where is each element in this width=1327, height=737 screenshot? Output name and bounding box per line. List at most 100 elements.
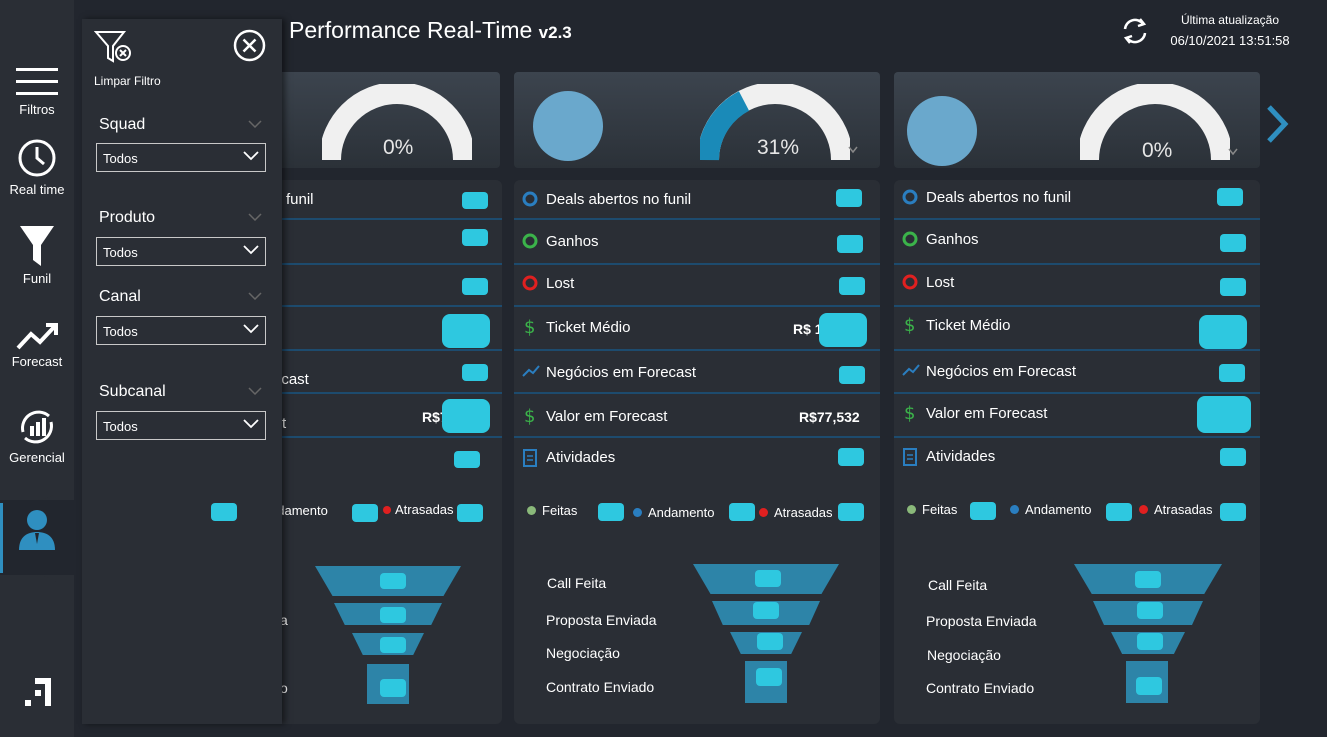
card-2-legend-andamento: Andamento: [633, 505, 715, 520]
last-update: Última atualização 06/10/2021 13:51:58: [1150, 13, 1310, 48]
chevron-down-icon[interactable]: [248, 387, 262, 395]
card-3-avatar: [907, 96, 977, 166]
clock-icon: [18, 139, 56, 177]
version-label: v2.3: [538, 23, 572, 42]
card-1-row-5: t: [282, 415, 287, 432]
filter-produto-label: Produto: [99, 209, 156, 226]
card-2-funnel-label-3: Contrato Enviado: [546, 679, 655, 695]
chevron-down-icon[interactable]: [248, 292, 262, 300]
filter-subcanal-label: Subcanal: [99, 383, 166, 400]
card-2-row-atividades: Atividades: [514, 438, 880, 480]
card-3-row-ticket: $ Ticket Médio: [904, 315, 1011, 335]
page-title: Performance Real-Time v2.3: [289, 17, 572, 43]
green-circle-icon: [902, 231, 918, 247]
card-3-row-valor: $ Valor em Forecast: [904, 403, 1048, 423]
card-1-body: funil ecast t R$7 ndamento Atrasadas a o: [211, 180, 502, 724]
clear-filter-icon[interactable]: [94, 29, 134, 65]
card-1-legend-atrasadas: Atrasadas: [383, 502, 454, 517]
hamburger-icon: [16, 68, 58, 95]
card-2-row-valor: $ Valor em Forecast: [524, 406, 668, 426]
card-3-header: 0%: [894, 72, 1260, 168]
refresh-icon[interactable]: [1121, 17, 1149, 45]
card-3-row-atividades: Atividades: [894, 437, 1260, 479]
active-indicator: [0, 503, 3, 573]
chevron-down-icon[interactable]: [248, 120, 262, 128]
sidebar-item-label: Real time: [9, 182, 65, 197]
chevron-down-icon[interactable]: [248, 213, 262, 221]
card-1-gauge: [322, 84, 472, 161]
card-2-row-negocios: Negócios em Forecast: [514, 353, 880, 395]
card-2-gauge: [700, 84, 850, 161]
filter-canal-select[interactable]: Todos: [96, 316, 266, 345]
card-1-pill: [462, 192, 488, 209]
last-update-datetime: 06/10/2021 13:51:58: [1170, 33, 1290, 48]
brand-logo: [0, 676, 74, 712]
clipboard-icon: [903, 448, 917, 466]
sidebar-item-label: Gerencial: [9, 450, 65, 465]
clear-filter-label[interactable]: Limpar Filtro: [94, 74, 161, 88]
card-1-feitas-pill: [211, 503, 237, 521]
card-1-gauge-pct: 0%: [383, 136, 414, 159]
chevron-down-icon: [1228, 148, 1238, 156]
sidebar-item-label: Forecast: [11, 354, 63, 369]
card-2-row-ticket: $ Ticket Médio: [524, 317, 631, 337]
filter-panel: Limpar Filtro Squad Todos Produto Todos …: [82, 19, 282, 724]
card-2-row-deals: Deals abertos no funil: [514, 180, 880, 222]
svg-text:$: $: [904, 403, 915, 423]
sidebar-item-filtros[interactable]: Filtros: [0, 66, 74, 117]
card-1-funnel-label: a: [280, 612, 288, 628]
filter-produto-select[interactable]: Todos: [96, 237, 266, 266]
chart-cycle-icon: [21, 410, 53, 444]
chevron-down-icon: [243, 419, 259, 429]
blue-circle-icon: [902, 189, 918, 205]
card-3-gauge: [1080, 84, 1230, 161]
sidebar-item-label: Funil: [22, 271, 52, 286]
chevron-down-icon: [243, 324, 259, 334]
card-2-avatar: [533, 91, 603, 161]
red-circle-icon: [522, 275, 538, 291]
svg-text:$: $: [524, 317, 535, 337]
blue-circle-icon: [522, 191, 538, 207]
card-3-funnel-label-2: Negociação: [927, 647, 1001, 663]
filter-squad-label: Squad: [99, 116, 146, 133]
card-2-row-ganhos: Ganhos: [514, 222, 880, 264]
chevron-down-icon: [848, 146, 858, 154]
sidebar-item-realtime[interactable]: Real time: [0, 138, 74, 197]
card-3-row-negocios: Negócios em Forecast: [894, 352, 1260, 394]
last-update-label: Última atualização: [1180, 13, 1280, 27]
trend-up-icon: [902, 364, 920, 376]
sidebar-item-funil[interactable]: Funil: [0, 225, 74, 286]
card-2-ticket-value: R$ 1: [793, 321, 823, 337]
card-3-funnel-label-3: Contrato Enviado: [926, 680, 1035, 696]
card-1-forecast-value: R$7: [422, 409, 448, 425]
user-icon: [19, 510, 55, 550]
filter-subcanal-select[interactable]: Todos: [96, 411, 266, 440]
filter-canal-label: Canal: [99, 288, 141, 305]
card-1-legend-andamento: ndamento: [270, 503, 328, 518]
card-3-row-deals: Deals abertos no funil: [894, 178, 1260, 220]
card-2-legend-atrasadas: Atrasadas: [759, 505, 833, 520]
card-2-funnel-label-2: Negociação: [546, 645, 620, 661]
sidebar-item-user[interactable]: [0, 508, 74, 554]
sidebar-item-forecast[interactable]: Forecast: [0, 322, 74, 369]
green-circle-icon: [522, 233, 538, 249]
card-2-forecast-value: R$77,532: [799, 409, 860, 425]
brand-logo-icon: [25, 678, 51, 706]
card-3-funnel-label-1: Proposta Enviada: [926, 613, 1037, 629]
sidebar-item-gerencial[interactable]: Gerencial: [0, 408, 74, 465]
next-page-chevron-icon[interactable]: [1263, 104, 1291, 144]
card-3-body: Deals abertos no funil Ganhos Lost $ Tic…: [894, 180, 1260, 724]
filter-squad-select[interactable]: Todos: [96, 143, 266, 172]
card-3-legend-feitas: Feitas: [907, 502, 957, 517]
chevron-down-icon: [243, 245, 259, 255]
card-3-legend-atrasadas: Atrasadas: [1139, 502, 1213, 517]
dollar-icon: $: [524, 317, 535, 337]
close-icon[interactable]: [233, 29, 266, 62]
card-1-row-0: funil: [286, 191, 314, 208]
card-2-gauge-pct: 31%: [757, 136, 800, 159]
card-3-funnel-label-0: Call Feita: [928, 577, 988, 593]
funnel-icon: [20, 226, 54, 266]
clipboard-icon: [523, 449, 537, 467]
trend-up-icon: [16, 323, 58, 350]
sidebar: Filtros Real time Funil Forecast Gerenci…: [0, 0, 74, 737]
